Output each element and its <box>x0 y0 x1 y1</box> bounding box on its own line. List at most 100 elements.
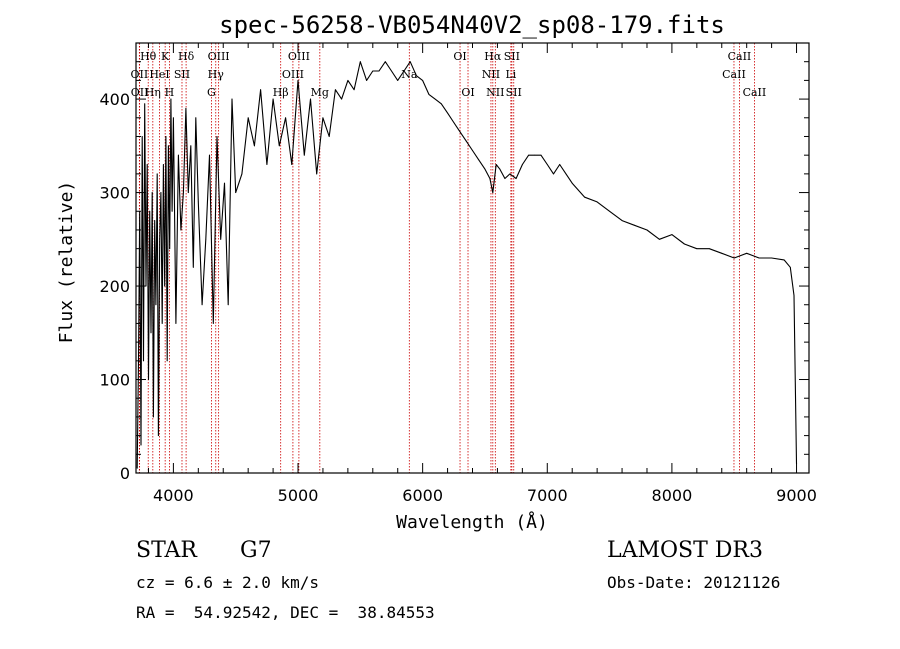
data-point-15 <box>155 304 157 306</box>
spectrum-chart: spec-56258-VB054N40V2_sp08-179.fits Hθ OI… <box>56 11 817 533</box>
data-point-104 <box>565 173 567 175</box>
data-point-121 <box>771 257 773 259</box>
data-point-48 <box>231 98 233 100</box>
data-point-85 <box>459 131 461 133</box>
data-point-4 <box>141 136 143 137</box>
coordinates-readout: RA = 54.92542, DEC = 38.84553 <box>136 603 435 622</box>
line-label-10: Hγ <box>208 68 225 81</box>
data-point-58 <box>291 164 293 165</box>
data-point-17 <box>158 435 159 437</box>
data-point-122 <box>783 259 785 261</box>
y-tick-label-4: 400 <box>99 90 130 109</box>
data-point-10 <box>149 210 151 212</box>
data-point-67 <box>347 79 349 81</box>
data-point-119 <box>746 252 748 254</box>
data-point-97 <box>521 164 523 165</box>
data-point-120 <box>758 257 760 259</box>
data-point-6 <box>144 103 146 105</box>
x-tick-label-5: 9000 <box>776 486 817 505</box>
data-point-60 <box>303 154 305 156</box>
data-point-21 <box>163 164 164 165</box>
line-label-24: SII <box>506 86 522 99</box>
data-point-74 <box>391 70 392 72</box>
data-point-83 <box>447 112 448 114</box>
line-label-25: CaII <box>728 50 752 63</box>
data-point-34 <box>185 108 187 109</box>
data-point-39 <box>197 201 199 203</box>
line-label-23: Li <box>505 68 516 81</box>
line-label-18: OI <box>461 86 474 99</box>
data-point-30 <box>175 323 177 324</box>
data-point-25 <box>168 145 169 147</box>
data-point-105 <box>571 182 573 184</box>
data-point-29 <box>172 117 174 119</box>
data-point-90 <box>489 178 491 179</box>
line-label-22: SII <box>504 50 520 63</box>
data-point-27 <box>170 98 172 100</box>
line-label-0: Hθ <box>140 50 157 63</box>
line-label-11: G <box>207 86 216 99</box>
data-point-110 <box>634 224 635 226</box>
line-label-8: Hδ <box>178 50 195 63</box>
y-tick-label-0: 0 <box>120 464 130 483</box>
data-point-61 <box>310 98 311 100</box>
data-point-54 <box>266 164 268 165</box>
data-point-78 <box>416 75 417 77</box>
line-label-12: Hβ <box>273 86 289 99</box>
line-label-9: OIII <box>208 50 230 63</box>
data-point-0 <box>136 467 138 469</box>
data-point-124 <box>793 294 795 296</box>
data-point-123 <box>789 266 791 268</box>
data-point-81 <box>434 98 436 100</box>
data-point-94 <box>504 178 506 179</box>
data-point-114 <box>683 243 685 245</box>
spectrum-series <box>136 61 798 469</box>
data-point-44 <box>216 136 218 137</box>
data-point-75 <box>397 79 399 81</box>
data-point-46 <box>224 182 225 184</box>
data-point-79 <box>422 79 424 81</box>
data-point-118 <box>733 257 735 259</box>
line-label-16: Na <box>401 68 418 81</box>
data-point-66 <box>341 98 343 100</box>
data-point-69 <box>359 61 361 63</box>
data-point-49 <box>235 192 237 193</box>
data-point-89 <box>484 168 486 170</box>
data-point-22 <box>164 285 166 287</box>
line-label-20: NII <box>482 68 500 81</box>
data-point-33 <box>182 192 184 193</box>
data-point-95 <box>509 173 511 175</box>
data-point-8 <box>146 164 148 165</box>
data-point-57 <box>285 117 286 119</box>
data-point-42 <box>209 154 210 156</box>
line-label-21: NII <box>486 86 504 99</box>
line-label-7: SII <box>174 68 190 81</box>
data-point-55 <box>272 98 274 100</box>
data-point-41 <box>205 238 207 240</box>
x-axis-label: Wavelength (Å) <box>396 511 548 533</box>
data-point-116 <box>708 248 710 250</box>
data-point-88 <box>478 159 480 161</box>
data-point-101 <box>546 164 548 165</box>
y-tick-label-3: 300 <box>99 184 130 203</box>
x-axis-ticks: 4000 5000 6000 7000 8000 9000 <box>147 43 817 505</box>
series-line-flux <box>136 61 798 469</box>
chart-title: spec-56258-VB054N40V2_sp08-179.fits <box>219 11 725 39</box>
data-point-38 <box>195 117 197 119</box>
data-point-59 <box>297 79 299 81</box>
data-point-108 <box>609 210 610 212</box>
data-point-26 <box>169 248 171 250</box>
data-point-40 <box>201 304 203 306</box>
line-label-5: HeI <box>149 68 169 81</box>
survey-label: LAMOST DR3 <box>607 538 763 563</box>
data-point-32 <box>180 229 182 231</box>
data-point-43 <box>212 323 214 324</box>
line-label-26: CaII <box>722 68 746 81</box>
data-point-71 <box>372 70 374 72</box>
data-point-18 <box>159 238 161 240</box>
data-point-37 <box>192 266 194 268</box>
data-point-12 <box>151 192 153 193</box>
data-point-99 <box>534 154 536 156</box>
data-point-113 <box>671 234 673 236</box>
data-point-5 <box>143 360 144 362</box>
